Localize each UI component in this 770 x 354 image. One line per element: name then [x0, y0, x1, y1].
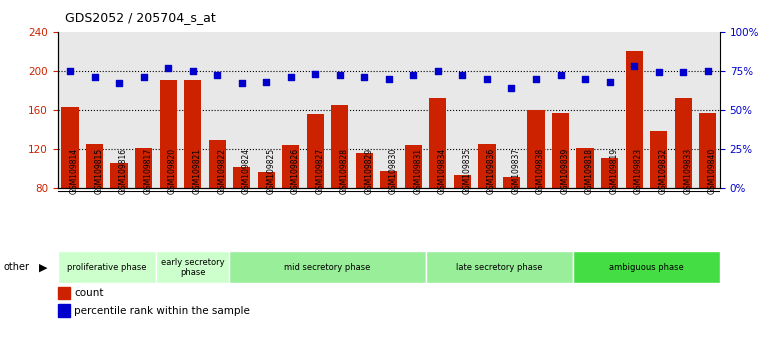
Text: GSM109829: GSM109829: [364, 148, 373, 194]
Text: GSM109828: GSM109828: [340, 148, 349, 194]
Text: GSM109815: GSM109815: [95, 148, 103, 194]
Point: [358, 74, 370, 80]
Point: [579, 76, 591, 81]
Bar: [577, 148, 594, 266]
Text: ambiguous phase: ambiguous phase: [609, 263, 684, 272]
Bar: [405, 145, 422, 266]
Bar: [426, 251, 573, 283]
Point: [333, 73, 346, 78]
Text: GSM109837: GSM109837: [511, 148, 521, 194]
Text: GSM109840: GSM109840: [708, 148, 717, 194]
Text: other: other: [4, 262, 30, 272]
Text: GSM109824: GSM109824: [242, 148, 251, 194]
Bar: [699, 113, 716, 266]
Point: [137, 74, 149, 80]
Bar: [331, 105, 348, 266]
Point: [457, 73, 469, 78]
Point: [383, 76, 395, 81]
Text: mid secretory phase: mid secretory phase: [284, 263, 370, 272]
Text: GSM109821: GSM109821: [192, 148, 202, 194]
Bar: [503, 177, 520, 266]
Bar: [625, 51, 643, 266]
Text: GSM109825: GSM109825: [266, 148, 275, 194]
Point: [162, 65, 174, 70]
Bar: [184, 80, 201, 266]
Bar: [675, 98, 691, 266]
Bar: [229, 251, 426, 283]
Bar: [573, 251, 720, 283]
Bar: [58, 251, 156, 283]
Bar: [159, 80, 176, 266]
Text: GDS2052 / 205704_s_at: GDS2052 / 205704_s_at: [65, 11, 216, 24]
Text: proliferative phase: proliferative phase: [67, 263, 146, 272]
Point: [432, 68, 444, 74]
Text: GSM109814: GSM109814: [70, 148, 79, 194]
Point: [236, 80, 248, 86]
Bar: [650, 131, 668, 266]
Text: ▶: ▶: [38, 262, 47, 272]
Point: [530, 76, 542, 81]
Point: [505, 85, 517, 91]
Text: GSM109819: GSM109819: [610, 148, 618, 194]
Bar: [454, 175, 471, 266]
Point: [652, 69, 665, 75]
Bar: [58, 287, 69, 299]
Text: GSM109818: GSM109818: [585, 148, 594, 194]
Text: GSM109831: GSM109831: [413, 148, 423, 194]
Text: GSM109820: GSM109820: [168, 148, 177, 194]
Text: GSM109835: GSM109835: [463, 148, 471, 194]
Point: [701, 68, 714, 74]
Bar: [430, 98, 447, 266]
Text: GSM109816: GSM109816: [119, 148, 128, 194]
Bar: [380, 171, 397, 266]
Point: [480, 76, 493, 81]
Bar: [282, 145, 300, 266]
Text: GSM109839: GSM109839: [561, 148, 570, 194]
Bar: [233, 167, 250, 266]
Bar: [527, 110, 544, 266]
Point: [89, 74, 101, 80]
Bar: [110, 163, 128, 266]
Point: [285, 74, 297, 80]
Point: [309, 71, 321, 77]
Bar: [258, 172, 275, 266]
Bar: [209, 140, 226, 266]
Bar: [62, 107, 79, 266]
Bar: [478, 144, 496, 266]
Text: GSM109823: GSM109823: [634, 148, 643, 194]
Point: [186, 68, 199, 74]
Text: GSM109833: GSM109833: [683, 148, 692, 194]
Text: early secretory
phase: early secretory phase: [161, 258, 225, 277]
Point: [260, 79, 273, 85]
Bar: [58, 304, 69, 317]
Point: [604, 79, 616, 85]
Text: GSM109822: GSM109822: [217, 148, 226, 194]
Point: [211, 73, 223, 78]
Text: GSM109836: GSM109836: [487, 148, 496, 194]
Text: GSM109827: GSM109827: [315, 148, 324, 194]
Text: percentile rank within the sample: percentile rank within the sample: [74, 306, 250, 316]
Bar: [86, 144, 103, 266]
Point: [113, 80, 126, 86]
Text: GSM109834: GSM109834: [438, 148, 447, 194]
Text: GSM109838: GSM109838: [536, 148, 545, 194]
Point: [628, 63, 641, 69]
Text: GSM109817: GSM109817: [143, 148, 152, 194]
Text: late secretory phase: late secretory phase: [456, 263, 543, 272]
Point: [677, 69, 689, 75]
Text: GSM109830: GSM109830: [389, 148, 398, 194]
Text: count: count: [74, 288, 104, 298]
Bar: [306, 114, 324, 266]
Bar: [552, 113, 569, 266]
Bar: [601, 159, 618, 266]
Bar: [156, 251, 229, 283]
Point: [64, 68, 76, 74]
Bar: [135, 148, 152, 266]
Bar: [356, 153, 373, 266]
Point: [407, 73, 420, 78]
Text: GSM109826: GSM109826: [291, 148, 300, 194]
Point: [554, 73, 567, 78]
Text: GSM109832: GSM109832: [658, 148, 668, 194]
